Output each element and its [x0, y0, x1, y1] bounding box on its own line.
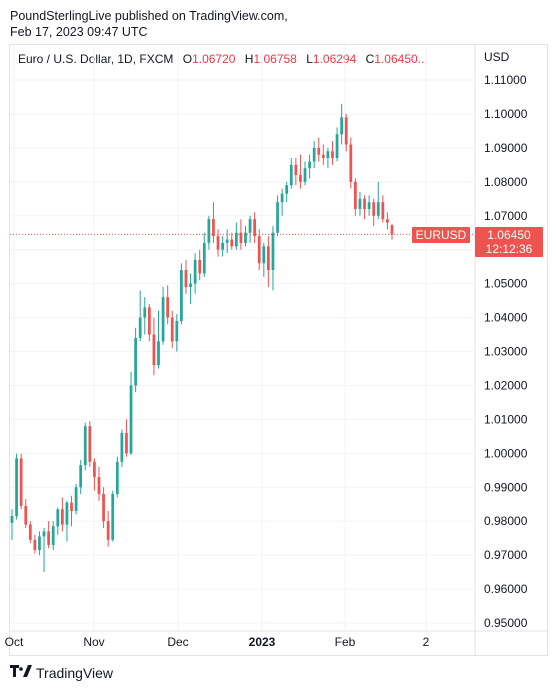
low-value: 1.06294	[312, 52, 357, 66]
high-value: 1.06758	[253, 52, 297, 66]
symbol-name[interactable]: Euro / U.S. Dollar, 1D, FXCM	[18, 52, 174, 66]
close-value: 1.06450...	[374, 52, 428, 66]
legend: Euro / U.S. Dollar, 1D, FXCM O1.06720 H1…	[18, 52, 434, 66]
close-label: C	[365, 52, 375, 66]
open-value: 1.06720	[192, 52, 236, 66]
footer-brand[interactable]: TradingView	[36, 664, 114, 681]
footer: TradingView	[10, 664, 113, 681]
high-label: H	[244, 52, 254, 66]
publish-line-1: PoundSterlingLive published on TradingVi…	[10, 9, 288, 23]
publish-line-2: Feb 17, 2023 09:47 UTC	[10, 25, 148, 39]
open-label: O	[182, 52, 193, 66]
tradingview-logo-icon[interactable]	[10, 664, 32, 681]
low-label: L	[306, 52, 313, 66]
currency-label: USD	[484, 50, 510, 64]
publish-info: PoundSterlingLive published on TradingVi…	[10, 8, 288, 40]
chart-frame	[9, 44, 548, 656]
